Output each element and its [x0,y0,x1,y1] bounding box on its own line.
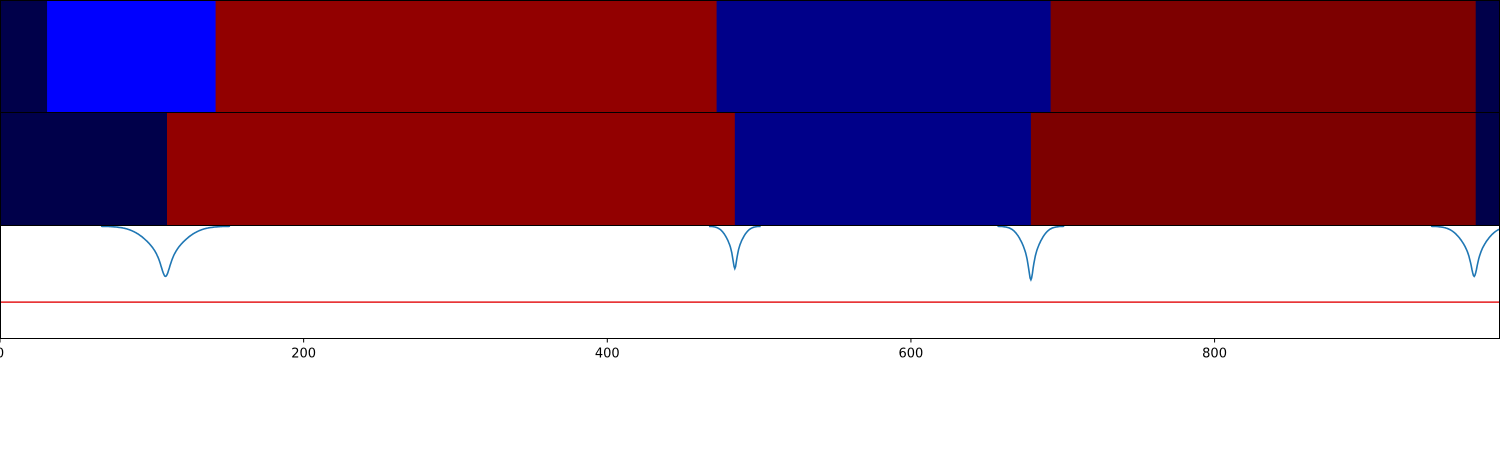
heatmap-segment-middle-2 [734,113,1032,225]
heatmap-segment-top-5 [1475,1,1500,112]
heatmap-segment-middle-0 [0,113,168,225]
x-tick-label-600: 600 [899,347,924,362]
x-tick-label-800: 800 [1202,347,1227,362]
x-tick-label-0: 0 [0,347,4,362]
heatmap-segment-top-0 [0,1,48,112]
x-axis: 0 200 400 600 800 [0,338,1227,362]
heatmap-segment-middle-4 [1475,113,1500,225]
heatmap-panel-middle [0,112,1500,226]
heatmap-segment-top-3 [716,1,1052,112]
line-panel-bottom [0,225,1500,339]
x-tick-label-200: 200 [291,347,316,362]
heatmap-segment-top-2 [215,1,718,112]
heatmap-segment-middle-3 [1030,113,1477,225]
heatmap-segment-middle-1 [167,113,736,225]
heatmap-segment-top-4 [1050,1,1477,112]
signal-line [100,226,1500,282]
heatmap-panel-top [0,0,1500,113]
x-tick-label-400: 400 [595,347,620,362]
panel-frame-bottom [0,225,1500,339]
heatmap-segment-top-1 [47,1,217,112]
